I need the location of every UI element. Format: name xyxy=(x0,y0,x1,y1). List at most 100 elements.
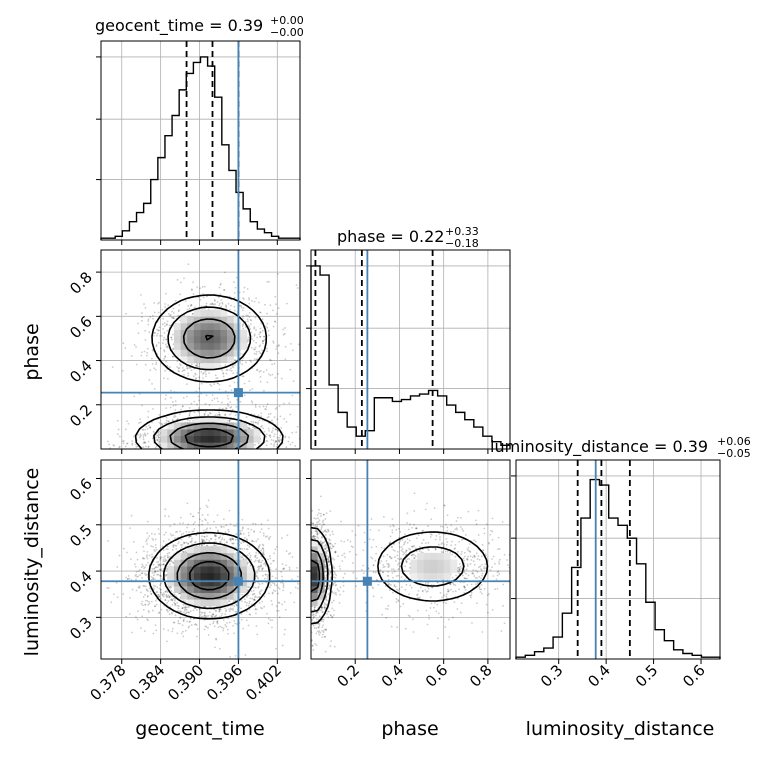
sample-point xyxy=(262,544,265,547)
sample-point xyxy=(204,518,207,521)
sample-point xyxy=(229,413,231,416)
sample-point xyxy=(164,558,167,560)
sample-point xyxy=(106,586,109,589)
sample-point xyxy=(244,455,246,457)
sample-point xyxy=(154,546,157,549)
sample-point xyxy=(221,401,223,404)
sample-point xyxy=(164,515,167,517)
sample-point xyxy=(246,586,249,589)
sample-point xyxy=(135,443,137,446)
density-cell xyxy=(193,336,201,344)
sample-point xyxy=(195,390,198,393)
sample-point xyxy=(261,329,264,332)
sample-point xyxy=(198,524,200,527)
sample-point xyxy=(185,365,188,368)
sample-point xyxy=(230,406,233,408)
sample-point xyxy=(243,382,246,385)
sample-point xyxy=(145,354,148,357)
sample-point xyxy=(153,571,156,574)
sample-point xyxy=(183,541,185,544)
sample-point xyxy=(200,370,203,373)
sample-point xyxy=(262,427,265,430)
sample-point xyxy=(263,430,266,433)
sample-point xyxy=(248,427,251,430)
sample-point xyxy=(188,531,190,534)
sample-point xyxy=(228,453,230,455)
sample-point xyxy=(214,646,216,649)
sample-point xyxy=(265,536,267,538)
sample-point xyxy=(147,320,150,322)
sample-point xyxy=(275,313,278,315)
sample-point xyxy=(278,616,281,619)
sample-point xyxy=(291,556,294,558)
sample-point xyxy=(197,365,199,368)
sample-point xyxy=(139,435,141,438)
sample-point xyxy=(155,450,157,452)
sample-point xyxy=(224,364,227,366)
sample-point xyxy=(121,369,124,372)
sample-point xyxy=(219,625,222,628)
density-cell xyxy=(193,342,201,350)
sample-point xyxy=(253,348,255,351)
sample-point xyxy=(271,575,274,578)
sample-point xyxy=(139,418,142,420)
sample-point xyxy=(168,609,171,612)
sample-point xyxy=(248,298,251,301)
sample-point xyxy=(277,601,280,604)
sample-point xyxy=(124,445,127,448)
sample-point xyxy=(230,453,232,455)
sample-point xyxy=(239,452,241,454)
sample-point xyxy=(218,388,221,391)
sample-point xyxy=(162,560,165,563)
sample-point xyxy=(165,338,168,341)
sample-point xyxy=(146,428,149,430)
sample-point xyxy=(278,405,281,408)
sample-point xyxy=(154,436,157,439)
sample-point xyxy=(158,430,161,433)
sample-point xyxy=(163,331,166,334)
sample-point xyxy=(158,436,161,439)
density-cell xyxy=(240,435,248,443)
sample-point xyxy=(259,455,261,457)
sample-point xyxy=(153,587,155,589)
sample-point xyxy=(221,453,223,455)
sample-point xyxy=(146,573,148,576)
sample-point xyxy=(255,421,258,424)
sample-point xyxy=(239,532,242,534)
sample-point xyxy=(278,436,281,439)
sample-point xyxy=(266,381,269,384)
sample-point xyxy=(241,324,244,326)
sample-point xyxy=(200,538,203,541)
sample-point xyxy=(255,341,258,344)
sample-point xyxy=(259,590,262,593)
sample-point xyxy=(211,394,214,396)
sample-point xyxy=(218,286,221,289)
sample-point xyxy=(252,522,254,525)
density-cell xyxy=(220,316,228,324)
sample-point xyxy=(150,532,153,535)
sample-point xyxy=(285,420,288,423)
sample-point xyxy=(173,599,176,602)
sample-point xyxy=(218,610,221,613)
sample-point xyxy=(217,382,220,385)
sample-point xyxy=(226,451,228,453)
sample-point xyxy=(185,455,187,457)
sample-point xyxy=(155,434,158,437)
sample-point xyxy=(253,326,256,329)
sample-point xyxy=(244,320,247,323)
sample-point xyxy=(147,619,149,622)
sample-point xyxy=(266,440,269,443)
panel-content xyxy=(101,250,300,457)
sample-point xyxy=(241,454,243,456)
sample-point xyxy=(265,440,268,442)
sample-point xyxy=(154,538,157,541)
sample-point xyxy=(181,624,184,627)
sample-point xyxy=(257,581,260,584)
sample-point xyxy=(240,613,243,615)
sample-point xyxy=(141,572,144,575)
sample-point xyxy=(147,537,149,540)
sample-point xyxy=(150,593,153,595)
sample-point xyxy=(277,429,280,432)
sample-point xyxy=(206,527,209,530)
sample-point xyxy=(200,615,203,618)
